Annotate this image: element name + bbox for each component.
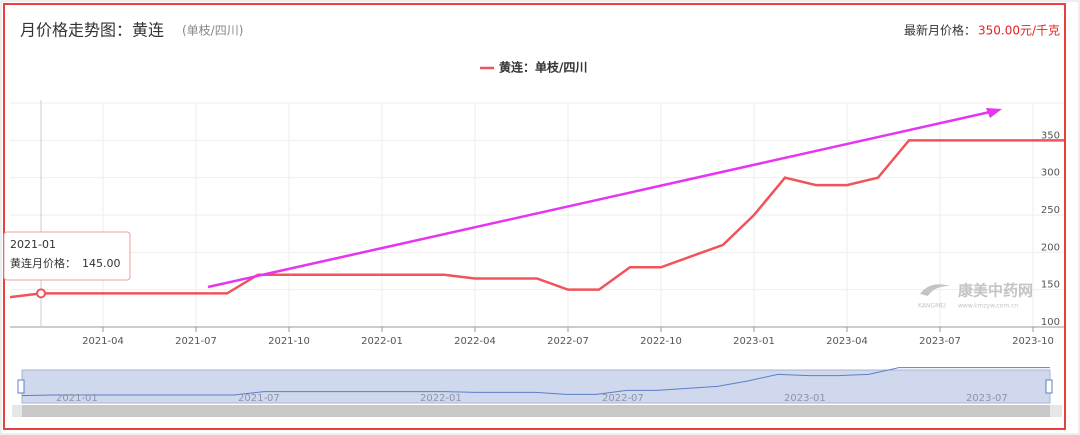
latest-value: 350.00元/千克 xyxy=(978,24,1060,38)
tooltip-point xyxy=(36,288,46,299)
slider-label: 2021-07 xyxy=(238,393,280,404)
watermark-logo xyxy=(920,284,950,296)
x-tick-label: 2021-04 xyxy=(82,336,124,347)
y-tick-label: 250 xyxy=(1041,205,1060,216)
x-tick-label: 2023-04 xyxy=(826,336,868,347)
y-tick-label: 200 xyxy=(1041,242,1060,253)
y-tick-label: 100 xyxy=(1041,317,1060,328)
chart-subtitle: (单枝/四川) xyxy=(182,23,243,38)
x-tick-label: 2023-01 xyxy=(733,336,775,347)
x-tick-label: 2023-07 xyxy=(919,336,961,347)
watermark-name: 康美中药网 xyxy=(958,282,1033,300)
x-tick-label: 2022-01 xyxy=(361,336,403,347)
tooltip-value: 145.00 xyxy=(82,257,121,270)
watermark-brand: KANGMEI xyxy=(918,303,946,310)
x-tick-label: 2023-10 xyxy=(1012,336,1054,347)
latest-label: 最新月价格： xyxy=(904,23,976,38)
slider-handle-right[interactable] xyxy=(1045,379,1053,394)
slider-line xyxy=(21,367,1050,397)
slider-label: 2023-07 xyxy=(966,393,1008,404)
x-tick-label: 2022-07 xyxy=(547,336,589,347)
slider-label: 2021-01 xyxy=(56,393,98,404)
series-line xyxy=(9,139,1064,299)
slider-handle-left[interactable] xyxy=(17,379,25,394)
slider-label: 2022-07 xyxy=(602,393,644,404)
slider-label: 2023-01 xyxy=(784,393,826,404)
x-tick-label: 2022-10 xyxy=(640,336,682,347)
tooltip xyxy=(3,231,131,281)
scrollbar-thumb[interactable] xyxy=(22,405,1050,417)
slider-label: 2022-01 xyxy=(420,393,462,404)
legend-label: 黄连：单枝/四川 xyxy=(499,60,587,75)
y-tick-label: 350 xyxy=(1041,130,1060,141)
trend-arrow xyxy=(207,110,991,289)
trend-arrow-head xyxy=(986,108,1002,118)
x-tick-label: 2022-04 xyxy=(454,336,496,347)
tooltip-label: 黄连月价格： xyxy=(10,256,76,270)
slider[interactable] xyxy=(21,369,1051,404)
y-tick-label: 150 xyxy=(1041,280,1060,291)
x-tick-label: 2021-10 xyxy=(268,336,310,347)
chart-title: 月价格走势图：黄连 xyxy=(20,21,164,40)
highlight-box xyxy=(3,3,1066,430)
plot: 100 150 200 250 300 350 2021-04 2021-07 2021-10 2… xyxy=(9,60,1064,347)
watermark-url: www.kmzyw.com.cn xyxy=(958,303,1018,310)
tooltip-date: 2021-01 xyxy=(10,238,56,251)
x-tick-label: 2021-07 xyxy=(175,336,217,347)
y-tick-label: 300 xyxy=(1041,168,1060,179)
